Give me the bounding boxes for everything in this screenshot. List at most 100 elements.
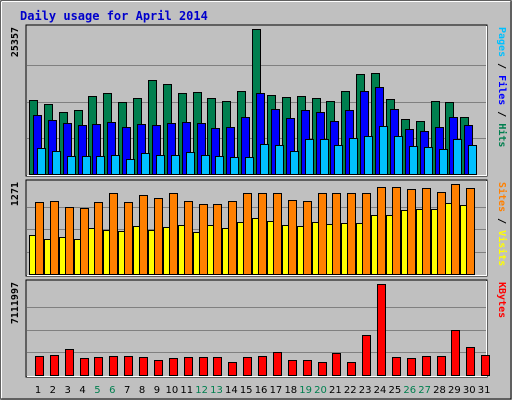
day-label-27: 27	[418, 385, 431, 396]
bar-kbytes-day-6	[109, 356, 118, 376]
bar-sites-day-16	[258, 193, 267, 275]
day-label-6: 6	[109, 385, 115, 396]
bar-kbytes-day-31	[481, 355, 490, 376]
day-label-10: 10	[165, 385, 178, 396]
bar-sites-day-11	[184, 201, 193, 275]
bar-sites-day-4	[80, 208, 89, 275]
bar-sites-day-25	[392, 187, 401, 275]
bar-sites-day-12	[199, 204, 208, 275]
bar-pages-day-20	[320, 139, 329, 175]
series-legend: KBytes	[496, 282, 507, 318]
bar-sites-day-21	[332, 193, 341, 275]
bar-sites-day-28	[437, 192, 446, 275]
bar-sites-day-22	[347, 193, 356, 275]
bar-kbytes-day-16	[258, 356, 267, 376]
bar-sites-day-14	[228, 201, 237, 275]
bar-kbytes-day-2	[50, 355, 59, 376]
bar-pages-day-3	[67, 156, 76, 175]
bar-kbytes-day-9	[154, 360, 163, 376]
day-label-19: 19	[299, 385, 312, 396]
bar-kbytes-day-5	[94, 357, 103, 376]
bar-sites-day-2	[50, 201, 59, 275]
bar-pages-day-4	[82, 156, 91, 175]
bar-kbytes-day-3	[65, 349, 74, 376]
day-label-3: 3	[65, 385, 71, 396]
legend-part: Pages	[496, 27, 507, 57]
day-label-15: 15	[240, 385, 253, 396]
bar-kbytes-day-11	[184, 357, 193, 376]
bar-kbytes-day-24	[377, 284, 386, 376]
bar-kbytes-day-12	[199, 357, 208, 376]
x-axis-day-labels: 1 2 3 4 5 6 7 8 9 10 11 12 13 14 15 16 17 18 19 20 21 22 23 24 2…	[35, 385, 491, 396]
bar-sites-day-6	[109, 193, 118, 275]
bar-kbytes-day-30	[466, 347, 475, 376]
bar-pages-day-21	[334, 145, 343, 175]
panel-hits-files-pages: 25357 Pages / Files / Hits	[10, 24, 508, 177]
day-label-7: 7	[124, 385, 130, 396]
bar-kbytes-day-22	[347, 362, 356, 376]
bar-kbytes-day-18	[288, 360, 297, 376]
bar-sites-day-9	[154, 198, 163, 275]
bar-sites-day-5	[94, 202, 103, 275]
day-label-11: 11	[180, 385, 193, 396]
bar-sites-day-18	[288, 200, 297, 275]
bar-kbytes-day-19	[303, 360, 312, 376]
day-label-22: 22	[344, 385, 357, 396]
bar-pages-day-10	[171, 155, 180, 175]
bar-pages-day-13	[215, 156, 224, 175]
day-label-2: 2	[50, 385, 56, 396]
day-label-4: 4	[79, 385, 85, 396]
chart-title: Daily usage for April 2014	[20, 9, 208, 23]
day-label-24: 24	[374, 385, 387, 396]
bar-pages-day-16	[260, 144, 269, 175]
bar-pages-day-29	[453, 139, 462, 175]
legend-part: /	[496, 212, 507, 230]
day-label-29: 29	[448, 385, 461, 396]
bar-sites-day-23	[362, 193, 371, 275]
bar-kbytes-day-14	[228, 362, 237, 376]
bar-kbytes-day-21	[332, 353, 341, 376]
day-label-20: 20	[314, 385, 327, 396]
bar-kbytes-day-1	[35, 356, 44, 376]
bar-kbytes-day-8	[139, 357, 148, 376]
bar-pages-day-6	[111, 155, 120, 175]
series-legend: Pages / Files / Hits	[496, 27, 508, 147]
bar-sites-day-8	[139, 195, 148, 275]
legend-part: /	[496, 57, 507, 75]
bar-sites-day-30	[466, 188, 475, 275]
day-label-5: 5	[94, 385, 100, 396]
bar-pages-day-18	[290, 151, 299, 175]
bar-pages-day-12	[201, 155, 210, 175]
bar-pages-day-15	[245, 157, 254, 175]
bar-pages-day-5	[96, 156, 105, 175]
bar-kbytes-day-10	[169, 358, 178, 376]
bar-pages-day-11	[186, 152, 195, 175]
bar-pages-day-17	[275, 145, 284, 175]
bar-pages-day-27	[424, 147, 433, 175]
bar-kbytes-day-13	[213, 357, 222, 376]
chart-panels: 25357 Pages / Files / Hits 1271 Sites / Vis…	[10, 24, 508, 378]
day-label-26: 26	[403, 385, 416, 396]
bar-pages-day-24	[379, 126, 388, 175]
bar-sites-day-3	[65, 207, 74, 275]
day-label-9: 9	[154, 385, 160, 396]
bar-pages-day-14	[230, 157, 239, 175]
bar-kbytes-day-27	[422, 356, 431, 376]
bar-kbytes-day-15	[243, 357, 252, 376]
bar-kbytes-day-7	[124, 356, 133, 376]
day-label-23: 23	[359, 385, 372, 396]
bar-pages-day-2	[52, 151, 61, 175]
bar-kbytes-day-26	[407, 358, 416, 376]
day-label-28: 28	[433, 385, 446, 396]
day-label-18: 18	[284, 385, 297, 396]
bar-sites-day-7	[124, 202, 133, 275]
day-label-30: 30	[463, 385, 476, 396]
day-label-13: 13	[210, 385, 223, 396]
y-max-label: 1271	[10, 182, 21, 206]
day-label-16: 16	[255, 385, 268, 396]
legend-part: KBytes	[496, 282, 507, 318]
legend-part: Files	[496, 75, 508, 105]
bar-pages-day-28	[439, 149, 448, 175]
bar-kbytes-day-29	[451, 330, 460, 376]
